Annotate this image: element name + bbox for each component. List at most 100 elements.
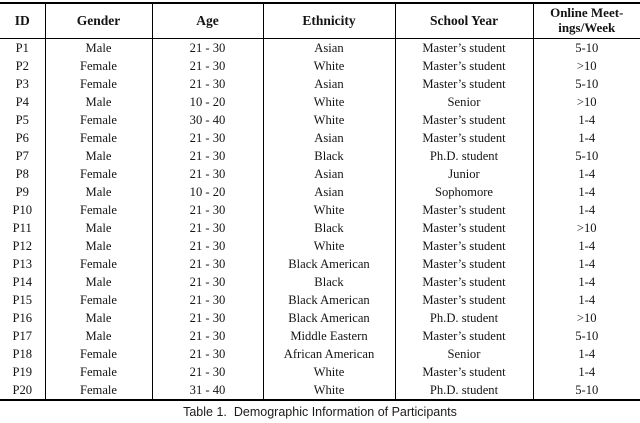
cell-meetings-per-week: 1-4 [578,365,596,379]
table-row: P6 Female 21 - 30 Asian Master’s student 1-4 [0,129,640,147]
cell-ethnicity: White [263,381,396,400]
cell-age: 21 - 30 [152,345,264,363]
cell-gender: Female [45,201,153,219]
cell-age: 21 - 30 [152,129,264,147]
cell-ethnicity: Black American [263,309,396,327]
cell-school-year: Senior [395,345,534,363]
cell-ethnicity: Asian [263,165,396,183]
cell-school-year: Master’s student [395,255,534,273]
cell-meetings-per-week: 1-4 [578,113,596,127]
cell-ethnicity: Asian [263,129,396,147]
cell-gender: Male [45,309,153,327]
cell-age: 21 - 30 [152,219,264,237]
table-row: P3 Female 21 - 30 Asian Master’s student 5-10 [0,75,640,93]
cell-id: P9 [0,183,46,201]
cell-id: P5 [0,111,46,129]
cell-gender: Female [45,111,153,129]
table-row: P16 Male 21 - 30 Black American Ph.D. studen… [0,309,640,327]
cell-ethnicity: White [263,237,396,255]
cell-id: P8 [0,165,46,183]
cell-meetings-per-week: 5-10 [575,77,599,91]
header-row: ID Gender Age Ethnicity School Year Onli… [0,3,640,39]
cell-ethnicity: Black [263,147,396,165]
cell-school-year: Junior [395,165,534,183]
cell-gender: Female [45,363,153,381]
cell-gender: Male [45,237,153,255]
cell-age: 21 - 30 [152,363,264,381]
cell-school-year: Master’s student [395,327,534,345]
table-caption-label: Table 1. [183,405,227,419]
cell-id: P11 [0,219,46,237]
cell-meetings-per-week: 5-10 [575,383,599,397]
cell-age: 21 - 30 [152,327,264,345]
cell-id: P13 [0,255,46,273]
cell-ethnicity: White [263,363,396,381]
cell-ethnicity: African American [263,345,396,363]
cell-id: P4 [0,93,46,111]
column-header-id: ID [0,3,46,39]
column-header-age: Age [152,3,264,39]
table-row: P13 Female 21 - 30 Black American Master’s s… [0,255,640,273]
cell-age: 10 - 20 [152,183,264,201]
cell-age: 30 - 40 [152,111,264,129]
cell-id: P19 [0,363,46,381]
cell-ethnicity: Asian [263,38,396,57]
cell-gender: Female [45,75,153,93]
cell-id: P3 [0,75,46,93]
table-row: P9 Male 10 - 20 Asian Sophomore 1-4 [0,183,640,201]
table-row: P8 Female 21 - 30 Asian Junior 1-4 [0,165,640,183]
cell-meetings-per-week: 1-4 [578,347,596,361]
table-row: P19 Female 21 - 30 White Master’s student 1-4 [0,363,640,381]
cell-school-year: Master’s student [395,219,534,237]
cell-meetings-per-week: 1-4 [578,203,596,217]
cell-age: 21 - 30 [152,147,264,165]
cell-ethnicity: White [263,57,396,75]
cell-id: P10 [0,201,46,219]
cell-gender: Male [45,327,153,345]
cell-school-year: Master’s student [395,291,534,309]
cell-age: 21 - 30 [152,201,264,219]
cell-id: P2 [0,57,46,75]
cell-id: P12 [0,237,46,255]
cell-id: P20 [0,381,46,400]
cell-school-year: Master’s student [395,75,534,93]
cell-school-year: Master’s student [395,111,534,129]
cell-ethnicity: White [263,111,396,129]
cell-meetings-per-week: 5-10 [575,149,599,163]
cell-id: P7 [0,147,46,165]
cell-ethnicity: Asian [263,183,396,201]
cell-gender: Male [45,273,153,291]
cell-school-year: Master’s student [395,129,534,147]
cell-ethnicity: Middle Eastern [263,327,396,345]
cell-school-year: Ph.D. student [395,309,534,327]
cell-age: 31 - 40 [152,381,264,400]
table-row: P17 Male 21 - 30 Middle Eastern Master’s stu… [0,327,640,345]
cell-school-year: Master’s student [395,38,534,57]
cell-age: 21 - 30 [152,237,264,255]
cell-ethnicity: Black American [263,255,396,273]
cell-age: 21 - 30 [152,255,264,273]
cell-gender: Male [45,183,153,201]
cell-ethnicity: Asian [263,75,396,93]
cell-gender: Male [45,147,153,165]
table-row: P20 Female 31 - 40 White Ph.D. student 5-10 [0,381,640,400]
cell-gender: Female [45,255,153,273]
cell-ethnicity: White [263,93,396,111]
table-row: P2 Female 21 - 30 White Master’s student >10 [0,57,640,75]
cell-meetings-per-week: 1-4 [578,239,596,253]
cell-meetings-per-week: 1-4 [578,167,596,181]
cell-ethnicity: Black American [263,291,396,309]
cell-gender: Male [45,93,153,111]
cell-meetings-per-week: >10 [576,311,597,325]
cell-meetings-per-week: >10 [576,95,597,109]
cell-id: P17 [0,327,46,345]
cell-age: 21 - 30 [152,309,264,327]
cell-school-year: Master’s student [395,201,534,219]
cell-gender: Female [45,165,153,183]
cell-meetings-per-week: 1-4 [578,275,596,289]
cell-school-year: Master’s student [395,363,534,381]
table-row: P4 Male 10 - 20 White Senior >10 [0,93,640,111]
cell-school-year: Sophomore [395,183,534,201]
cell-gender: Female [45,345,153,363]
column-header-school-year: School Year [395,3,534,39]
